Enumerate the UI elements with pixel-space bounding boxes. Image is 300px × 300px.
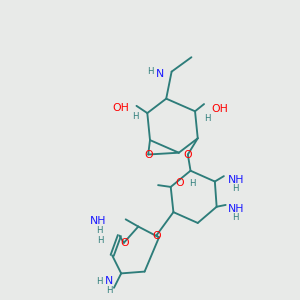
Text: H: H — [232, 184, 238, 193]
Text: H: H — [147, 67, 153, 76]
Text: H: H — [232, 213, 238, 222]
Text: H: H — [132, 112, 139, 121]
Text: OH: OH — [211, 104, 228, 115]
Text: H: H — [96, 226, 102, 235]
Text: O: O — [184, 149, 192, 160]
Text: NH: NH — [228, 203, 245, 214]
Text: H: H — [204, 114, 211, 123]
Text: H: H — [96, 277, 103, 286]
Text: NH: NH — [90, 216, 107, 226]
Text: N: N — [105, 277, 114, 286]
Text: H: H — [189, 179, 195, 188]
Text: O: O — [144, 149, 152, 160]
Text: NH: NH — [228, 175, 245, 185]
Text: O: O — [176, 178, 184, 188]
Text: H: H — [106, 286, 113, 295]
Text: N: N — [156, 69, 164, 79]
Text: H: H — [97, 236, 103, 245]
Text: OH: OH — [112, 103, 129, 113]
Text: O: O — [152, 232, 160, 242]
Text: O: O — [121, 238, 129, 248]
